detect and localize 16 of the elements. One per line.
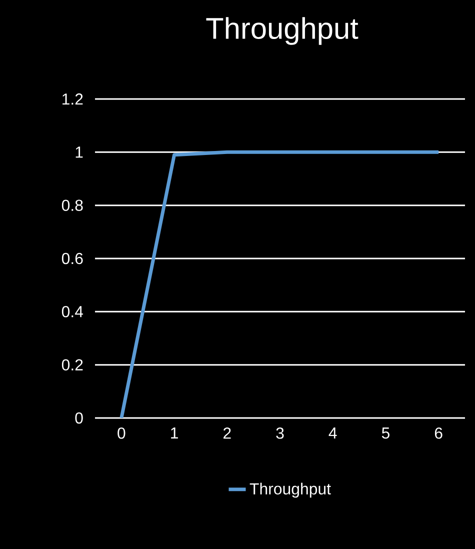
x-tick-label: 4 bbox=[328, 428, 337, 438]
y-tick-label: 1.2 bbox=[62, 93, 83, 105]
chart-title: Throughput bbox=[206, 17, 358, 45]
x-tick-label: 6 bbox=[434, 428, 442, 439]
x-tick-label: 2 bbox=[224, 428, 231, 439]
x-tick-label: 0 bbox=[118, 428, 126, 439]
x-tick-label: 1 bbox=[171, 428, 178, 438]
y-tick-label: 0 bbox=[75, 412, 83, 424]
x-tick-label: 5 bbox=[382, 428, 390, 439]
y-tick-label: 0.2 bbox=[62, 359, 83, 370]
x-tick-label: 3 bbox=[276, 428, 284, 439]
y-tick-label: 0.6 bbox=[62, 252, 83, 264]
y-tick-label: 1 bbox=[76, 146, 83, 158]
y-tick-label: 0.8 bbox=[62, 200, 83, 211]
y-tick-label: 0.4 bbox=[62, 306, 84, 318]
legend-label: Throughput bbox=[250, 482, 331, 498]
